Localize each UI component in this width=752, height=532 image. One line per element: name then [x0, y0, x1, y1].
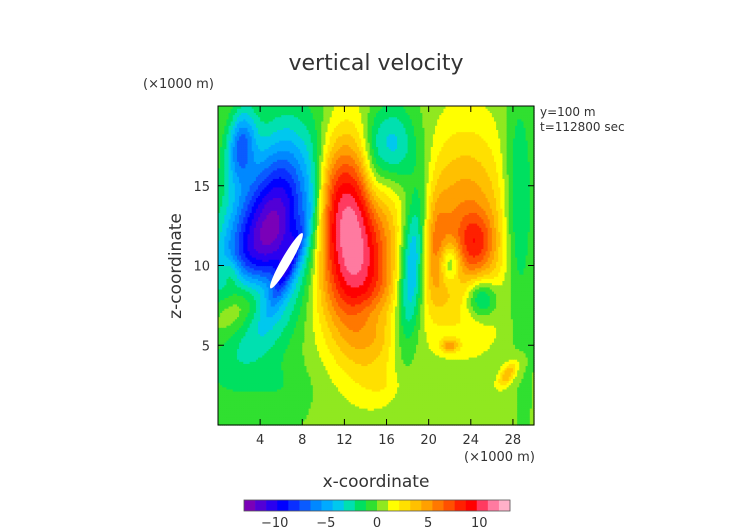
y-unit-label: (×1000 m) — [143, 77, 214, 92]
annotation-y-position: y=100 m — [540, 105, 596, 119]
heatmap-field — [218, 106, 535, 426]
annotation-time: t=112800 sec — [540, 120, 625, 134]
chart-title: vertical velocity — [288, 51, 463, 76]
